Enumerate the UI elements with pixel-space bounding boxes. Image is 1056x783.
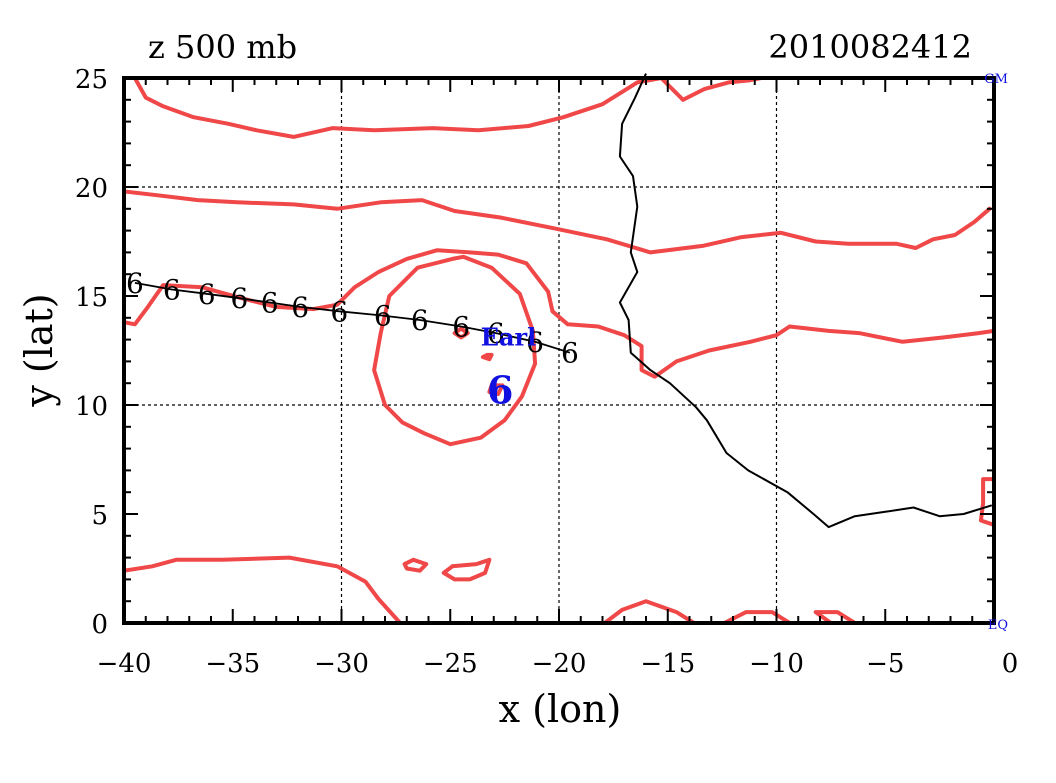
y-tick-label: 20 [75,174,108,204]
x-tick-label: −40 [97,649,152,679]
x-tick-label: −5 [866,649,904,679]
track-line [134,282,571,354]
contour-line [602,599,696,625]
corner-label-bottom-right: EQ [988,618,1008,633]
track-marker: 6 [411,304,429,337]
track-marker: 6 [230,282,248,315]
track-marker: 6 [561,337,579,370]
contour-line [122,189,992,255]
datetime-label: 2010082412 [768,28,972,66]
y-tick-label: 5 [91,501,108,531]
track-marker: 6 [330,295,348,328]
track-marker: 6 [261,287,279,320]
contour-line [452,326,470,340]
contour-line [122,248,996,379]
contour-line [122,555,403,625]
x-tick-label: −25 [423,649,478,679]
y-tick-label: 0 [91,610,108,640]
tick-marks [123,77,995,624]
contour-line [480,352,494,362]
x-tick-label: −30 [314,649,369,679]
field-label: z 500 mb [148,28,297,66]
storm-layer: Earl 6 [481,322,537,412]
storm-name-label: Earl [481,322,537,351]
track-marker: 6 [374,300,392,333]
x-axis-title: x (lon) [499,687,622,731]
x-tick-label: 0 [1002,649,1019,679]
y-tick-label: 25 [75,65,108,95]
contour-line [813,610,857,625]
contour-line [722,610,792,625]
contour-layer [122,76,996,625]
x-tick-label: −10 [749,649,804,679]
corner-label-top-right: GM [984,72,1008,87]
track-marker: 6 [126,267,144,300]
contour-line [978,477,996,527]
track-marker: 6 [452,311,470,344]
y-tick-label: 10 [75,392,108,422]
tick-labels: −40 −35 −30 −25 −20 −15 −10 −5 0 0 5 10 15 20 25 [75,65,1018,679]
storm-current-symbol: 6 [487,368,513,413]
track-marker: 6 [163,273,181,306]
coastline [618,73,993,529]
contour-line [132,76,764,139]
coastline-layer [618,73,993,529]
y-tick-label: 15 [75,283,108,313]
track-marker: 6 [526,326,544,359]
x-tick-label: −35 [205,649,260,679]
contour-line [402,557,429,573]
track-marker: 6 [198,278,216,311]
x-tick-label: −20 [532,649,587,679]
y-axis-title: y (lat) [17,293,61,407]
x-tick-label: −15 [640,649,695,679]
track-marker: 6 [291,291,309,324]
contour-line [372,254,538,447]
contour-line [487,383,505,397]
track-marker: 6 [487,317,505,350]
grid-lines [124,78,994,623]
contour-line [441,557,492,582]
